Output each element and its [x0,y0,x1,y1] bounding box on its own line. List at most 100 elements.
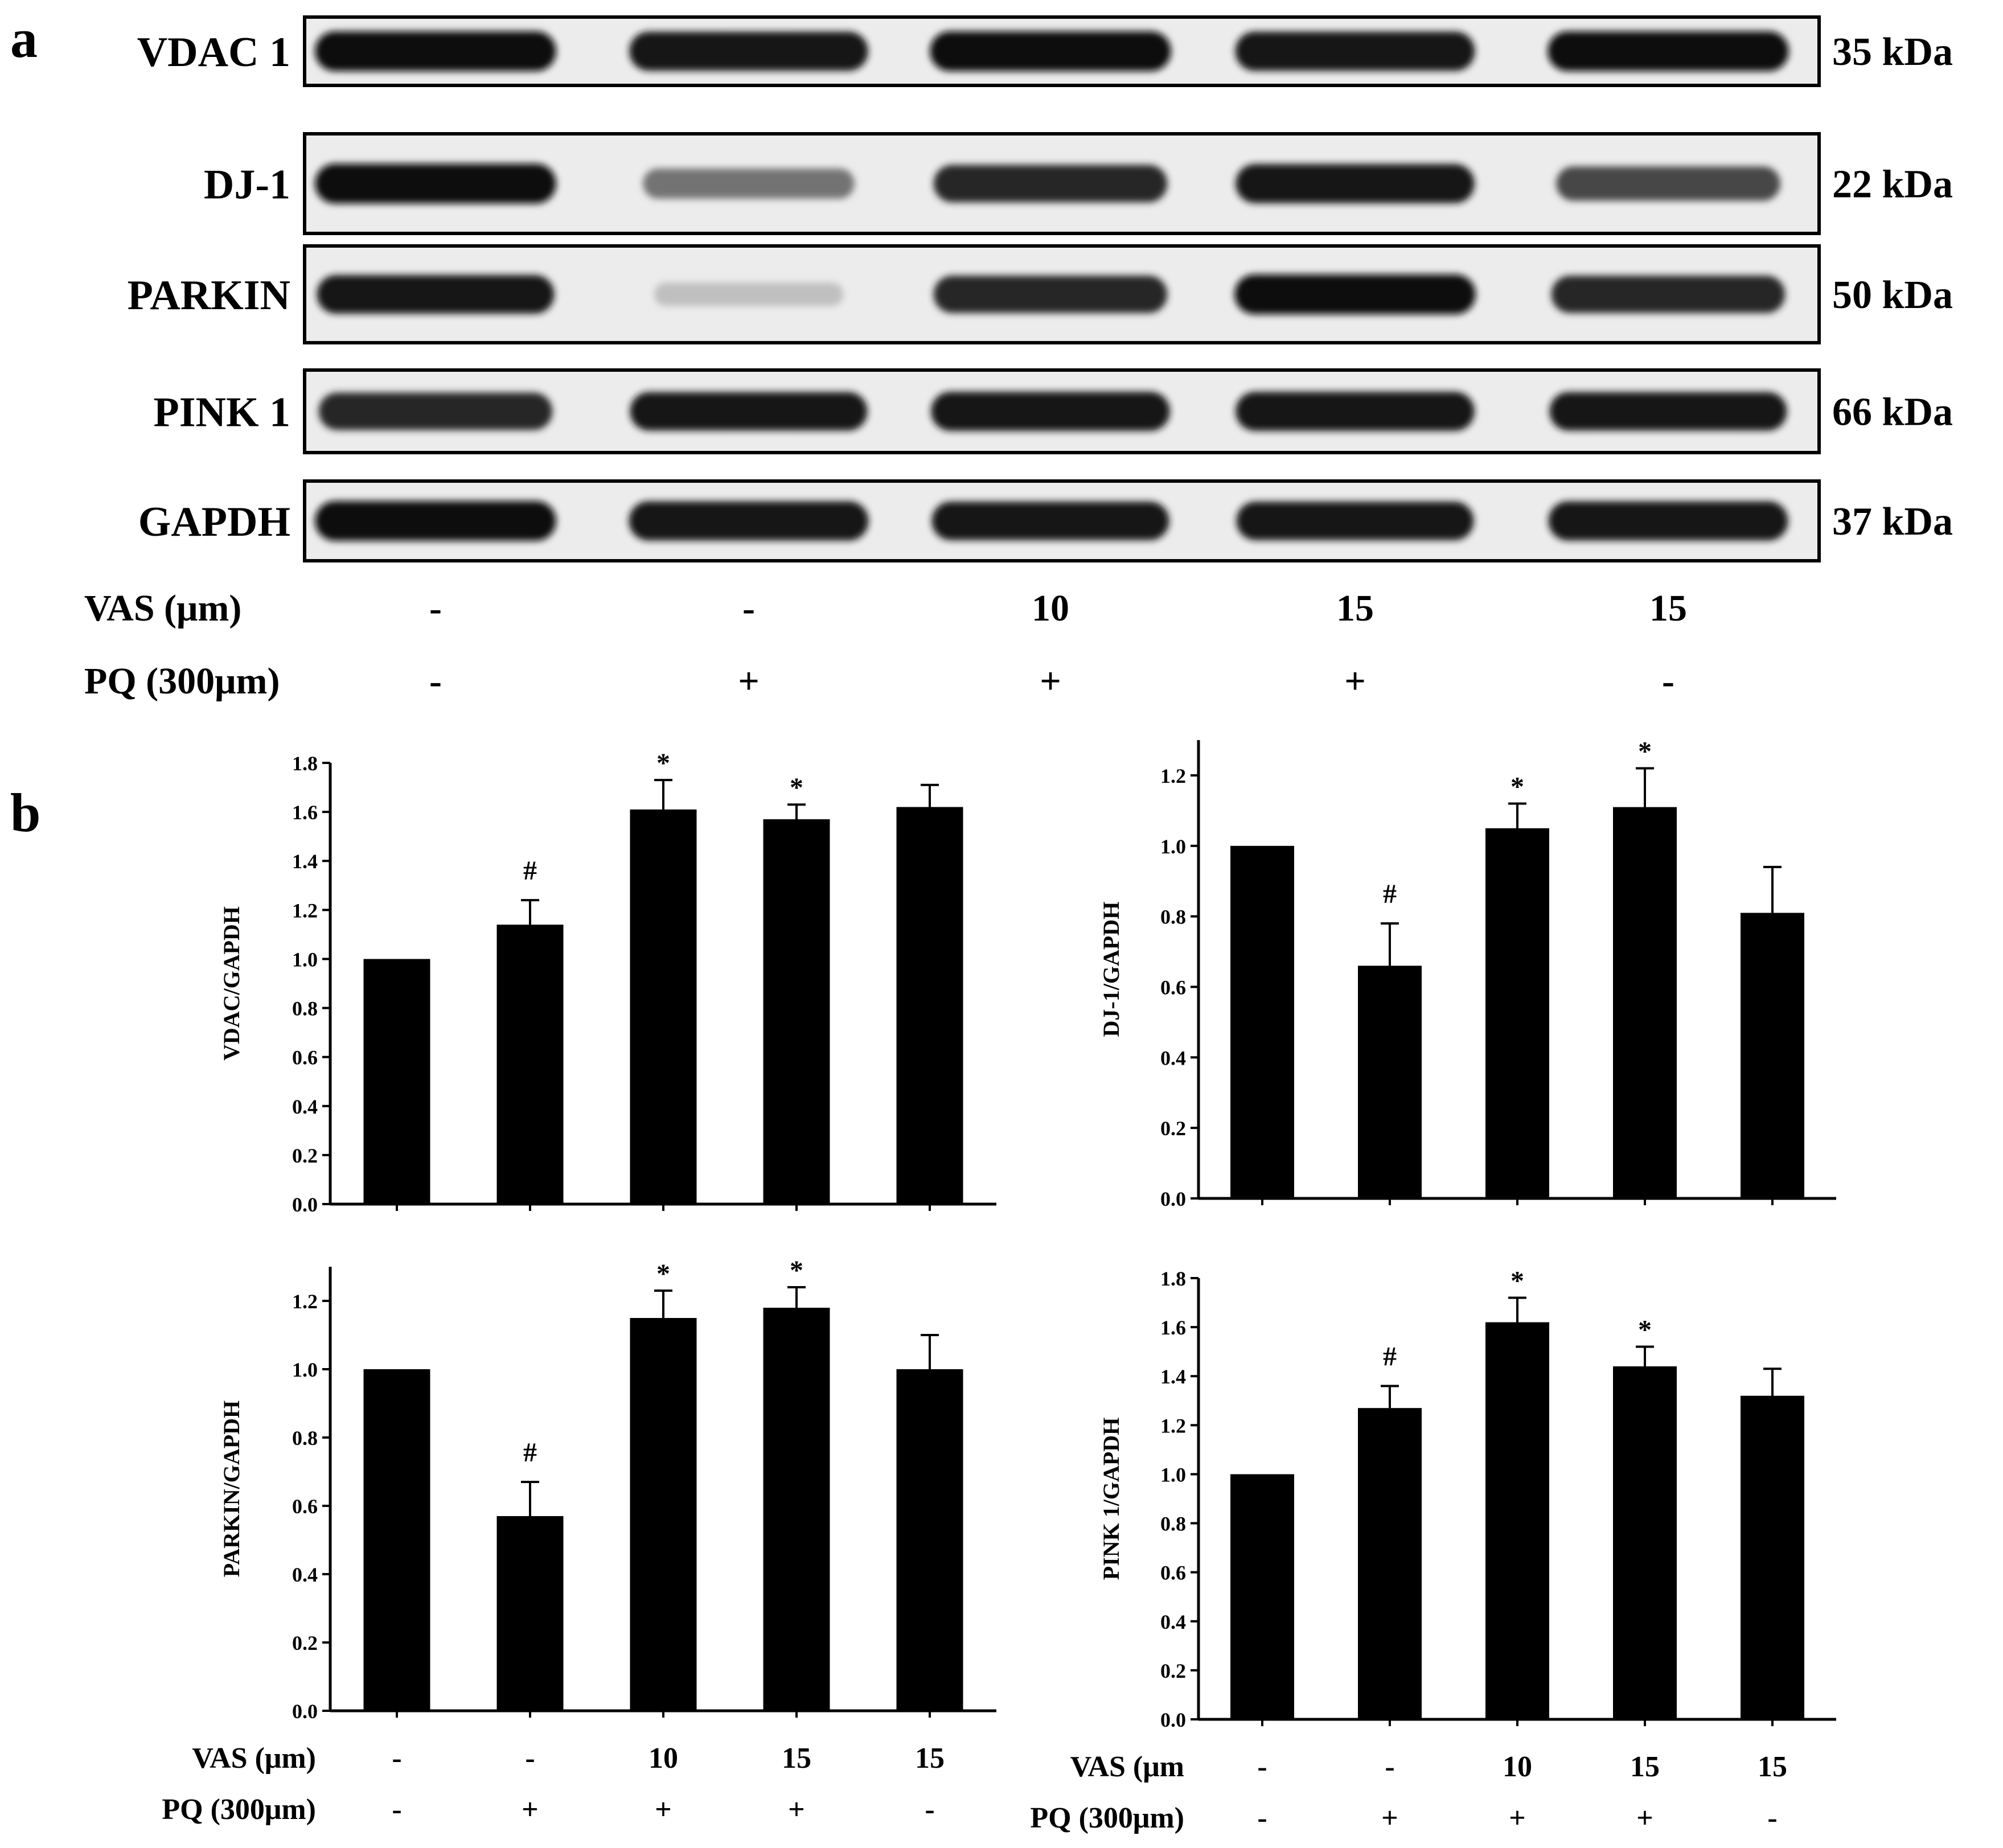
protein-band [317,275,555,314]
protein-band [1551,276,1786,313]
significance-hash: # [1383,879,1397,909]
panel-a-letter: a [10,8,38,69]
y-tick-label: 0.8 [292,1427,318,1449]
protein-band [315,31,556,71]
chart-pink-1-gapdh: 0.0 0.2 0.4 0.6 0.8 1.0 1.2 1.4 1.6 1.8 # * * PINK 1/… [1030,1266,1836,1834]
y-tick-label: 1.4 [292,850,318,873]
bar [630,809,697,1204]
vas-value: - [392,1742,401,1775]
protein-band [629,501,869,541]
y-tick-label: 0.2 [292,1632,318,1654]
pq-label: PQ (300μm) [84,660,280,702]
bar [896,807,963,1204]
bar [763,1308,830,1711]
blot-label: GAPDH [138,499,290,545]
protein-band [1548,501,1788,541]
y-tick-label: 0.8 [292,997,318,1020]
significance-star: * [1638,737,1652,767]
y-tick-label: 1.2 [1160,1414,1186,1437]
protein-band [933,165,1168,203]
chart-parkin-gapdh: 0.0 0.2 0.4 0.6 0.8 1.0 1.2 # * * PARKIN/GAPDH VAS … [162,1255,996,1826]
vas-value: 10 [648,1742,678,1775]
blot-dj-1: DJ-1 22 kDa [204,132,1953,235]
treatment-table: VAS (μm) PQ (300μm) - - 10 15 15 - + + + - [84,588,1687,702]
bar [1741,1395,1804,1719]
pq-value: - [429,660,442,702]
bar [1358,1408,1422,1719]
significance-star: * [656,1259,670,1289]
y-tick-label: 1.6 [1160,1316,1186,1339]
y-tick-label: 1.0 [1160,1463,1186,1486]
y-tick-label: 1.8 [1160,1267,1186,1290]
pq-label: PQ (300μm) [1030,1802,1184,1834]
significance-star: * [790,773,803,803]
vas-value: - [525,1742,535,1775]
y-tick-label: 0.6 [292,1495,318,1518]
chart-dj-1-gapdh: 0.0 0.2 0.4 0.6 0.8 1.0 1.2 # * * DJ-1/GAPDH [1098,737,1836,1210]
bar [1230,1474,1294,1719]
protein-band [643,168,855,199]
pq-value: - [392,1793,401,1826]
blot-parkin: PARKIN 50 kDa [128,244,1953,344]
kda-label: 35 kDa [1832,30,1953,74]
pq-value: + [1040,660,1061,702]
kda-label: 50 kDa [1832,273,1953,317]
bar [363,959,430,1204]
pq-value: + [522,1793,539,1826]
y-tick-label: 0.2 [1160,1660,1186,1682]
bar [896,1369,963,1711]
significance-hash: # [1383,1341,1397,1371]
bar [763,819,830,1204]
protein-band [1549,392,1787,431]
pq-value: + [738,660,760,702]
protein-band [931,502,1169,540]
significance-star: * [1511,1266,1524,1296]
protein-band [1234,274,1476,314]
significance-star: * [1511,771,1524,802]
vas-value: - [1385,1751,1394,1783]
y-tick-label: 0.4 [1160,1046,1186,1069]
y-axis-label: DJ-1/GAPDH [1098,902,1124,1037]
y-tick-label: 0.4 [1160,1611,1186,1633]
vas-value: 15 [915,1742,945,1775]
y-tick-label: 1.0 [292,948,318,971]
y-tick-label: 0.8 [1160,1513,1186,1535]
bar [496,925,564,1204]
y-tick-label: 0.8 [1160,906,1186,929]
y-tick-label: 1.2 [292,899,318,922]
panel-b-letter: b [10,782,40,843]
blot-label: PARKIN [128,272,290,319]
bar [1358,966,1422,1198]
y-tick-label: 1.6 [292,801,318,824]
pq-value: + [788,1793,805,1826]
y-axis-label: PARKIN/GAPDH [219,1401,244,1577]
bar [496,1516,564,1711]
pq-value: + [655,1793,672,1826]
bar [1485,1322,1549,1719]
vas-label: VAS (μm) [84,588,241,629]
pq-value: - [1662,660,1674,702]
bar [1485,828,1549,1198]
pq-value: + [1381,1802,1398,1834]
vas-value: 15 [1649,588,1687,629]
protein-band [654,282,844,306]
blot-pink-1: PINK 1 66 kDa [154,368,1953,454]
vas-value: - [429,588,442,629]
protein-band [1235,31,1475,71]
protein-band [1236,392,1475,431]
protein-band [318,392,553,430]
blot-label: VDAC 1 [137,29,290,76]
protein-band [629,31,868,71]
vas-value: 15 [1758,1751,1787,1783]
y-tick-label: 1.0 [1160,835,1186,858]
blot-label: DJ-1 [204,162,290,208]
significance-hash: # [523,856,537,886]
y-tick-label: 0.2 [292,1144,318,1167]
pq-value: - [925,1793,934,1826]
y-tick-label: 0.4 [292,1095,318,1118]
western-blot-panel: VDAC 1 35 kDa DJ-1 22 kDa PARKIN 50 kDa PINK 1… [84,15,1953,702]
protein-band [1236,502,1474,540]
y-tick-label: 1.8 [292,752,318,775]
y-tick-label: 0.2 [1160,1117,1186,1140]
vas-value: 15 [1336,588,1374,629]
